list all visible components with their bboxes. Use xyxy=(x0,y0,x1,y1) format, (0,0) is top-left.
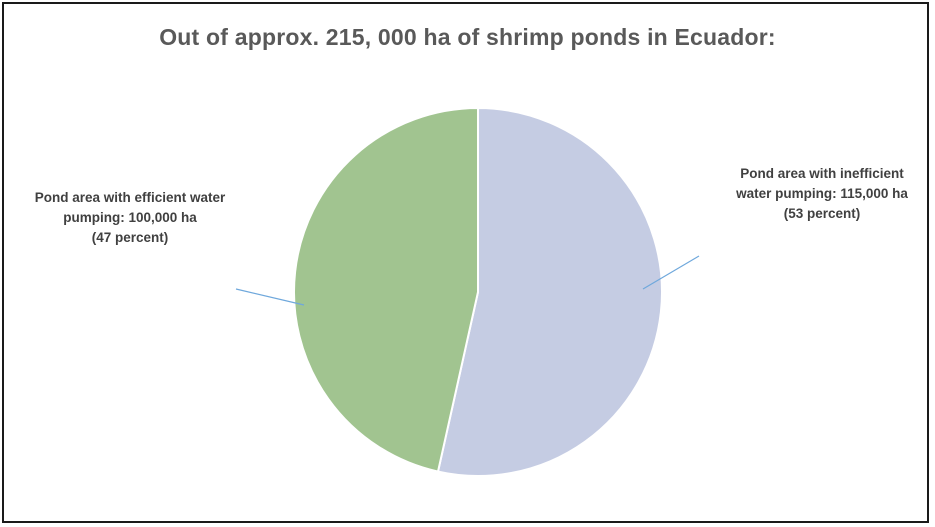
chart-title: Out of approx. 215, 000 ha of shrimp pon… xyxy=(159,24,776,50)
pie-slice-efficient xyxy=(293,106,479,473)
data-label-inefficient: Pond area with inefficient water pumping… xyxy=(702,164,935,224)
data-label-efficient-line-1: Pond area with efficient water xyxy=(34,190,226,205)
data-label-inefficient-line-1: Pond area with inefficient xyxy=(740,166,904,181)
data-label-inefficient-line-2: water pumping: 115,000 ha xyxy=(736,186,908,201)
leader-line-efficient xyxy=(235,288,305,306)
data-label-inefficient-line-3: (53 percent) xyxy=(783,206,861,221)
data-label-efficient-line-2: pumping: 100,000 ha xyxy=(63,210,197,225)
data-label-efficient-line-3: (47 percent) xyxy=(91,230,169,245)
data-label-efficient: Pond area with efficient water pumping: … xyxy=(10,188,250,248)
pie-slice-inefficient xyxy=(436,106,663,477)
leader-line-inefficient xyxy=(642,255,700,290)
